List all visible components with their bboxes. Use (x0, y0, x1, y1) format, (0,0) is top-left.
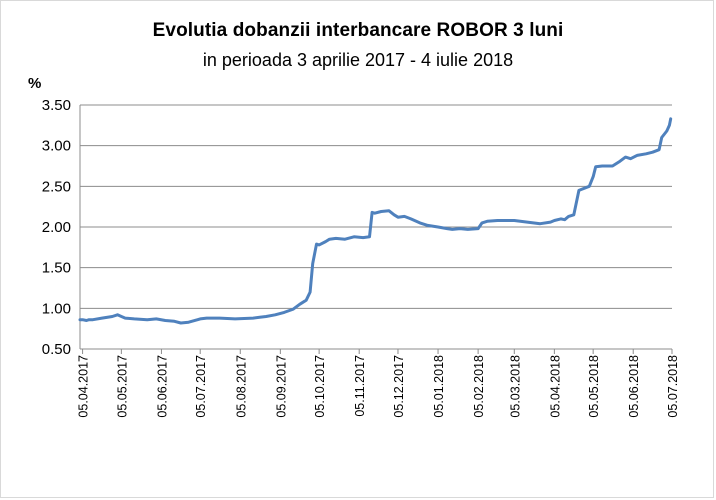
y-tick-label: 1.50 (42, 260, 71, 277)
x-tick-label: 05.11.2017 (353, 355, 367, 417)
y-tick-label: 2.00 (42, 219, 71, 236)
x-tick-label: 05.02.2018 (472, 355, 486, 418)
y-tick-labels: 0.50 1.00 1.50 2.00 2.50 3.00 3.50 (42, 97, 71, 358)
y-tick-label: 3.50 (42, 97, 71, 114)
y-tick-label: 1.00 (42, 300, 71, 317)
y-tick-label: 0.50 (42, 341, 71, 358)
x-tick-labels: 05.04.2017 05.05.2017 05.06.2017 05.07.2017… (77, 355, 680, 418)
x-tick-label: 05.06.2018 (627, 355, 641, 418)
x-tick-label: 05.04.2018 (548, 355, 562, 418)
x-tick-label: 05.05.2017 (115, 355, 129, 418)
series-layer (78, 117, 673, 325)
x-tick-label: 05.03.2018 (508, 355, 522, 418)
axes (79, 105, 673, 354)
chart-subtitle: in perioada 3 aprilie 2017 - 4 iulie 201… (202, 50, 514, 70)
series-line (78, 117, 673, 325)
x-tick-label: 05.05.2018 (587, 355, 601, 418)
x-tick-label: 05.08.2017 (234, 355, 248, 418)
y-tick-label: 2.50 (42, 178, 71, 195)
x-tick-label: 05.07.2017 (194, 355, 208, 418)
x-tick-label: 05.04.2017 (77, 355, 91, 418)
x-tick-label: 05.10.2017 (313, 355, 327, 418)
x-tick-label: 05.09.2017 (274, 355, 288, 418)
y-axis-unit-label: % (28, 75, 41, 92)
x-tick-label: 05.06.2017 (155, 355, 169, 418)
y-tick-label: 3.00 (42, 138, 71, 155)
x-tick-label: 05.01.2018 (432, 355, 446, 418)
x-tick-label: 05.07.2018 (666, 355, 680, 418)
grid-lines (80, 104, 672, 309)
chart-title: Evolutia dobanzii interbancare ROBOR 3 l… (152, 20, 564, 41)
x-tick-label: 05.12.2017 (392, 355, 406, 418)
